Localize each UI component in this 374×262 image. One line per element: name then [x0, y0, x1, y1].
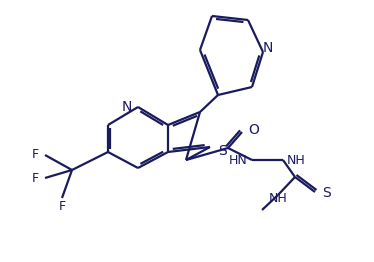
Text: S: S	[218, 144, 227, 158]
Text: F: F	[32, 172, 39, 184]
Text: NH: NH	[287, 155, 306, 167]
Text: HN: HN	[229, 155, 248, 167]
Text: F: F	[32, 149, 39, 161]
Text: F: F	[58, 199, 65, 212]
Text: S: S	[322, 186, 331, 200]
Text: N: N	[263, 41, 273, 55]
Text: O: O	[248, 123, 259, 137]
Text: NH: NH	[269, 192, 287, 205]
Text: N: N	[122, 100, 132, 114]
